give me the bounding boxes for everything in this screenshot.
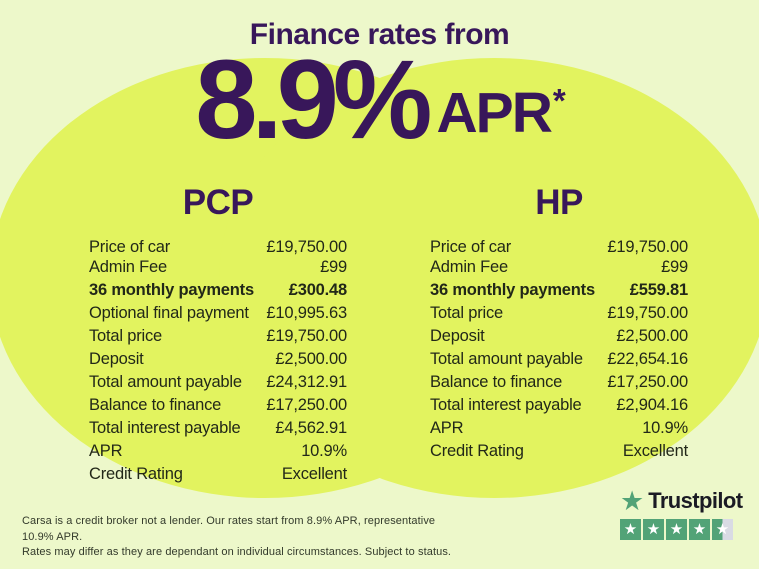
hp-rows: Price of car £19,750.00 Admin Fee £99 36 mon… [430,237,688,461]
row-value: Excellent [622,442,688,460]
row-value: Excellent [281,465,347,483]
row-value: £24,312.91 [266,373,347,391]
row-label: Price of car [430,238,512,256]
finance-row: Total price £19,750.00 [430,303,688,323]
row-label: APR [430,419,464,437]
disclaimer-line-2: Rates may differ as they are dependant o… [22,546,452,558]
row-label: 36 monthly payments [430,281,595,299]
rate-asterisk: * [552,82,566,120]
row-value: £19,750.00 [266,238,347,256]
trustpilot-badge[interactable]: ★ Trustpilot ★ ★ ★ ★ ★ [620,486,743,540]
row-label: Admin Fee [430,258,508,276]
row-value: £559.81 [629,281,688,299]
trustpilot-rating-stars: ★ ★ ★ ★ ★ [620,519,733,540]
finance-row: Total interest payable £2,904.16 [430,395,688,415]
finance-row: Credit Rating Excellent [89,464,347,484]
finance-row: Price of car £19,750.00 [89,237,347,257]
trustpilot-brand: Trustpilot [648,488,743,513]
finance-row: Admin Fee £99 [89,257,347,277]
row-value: £99 [320,258,347,276]
row-label: Admin Fee [89,258,167,276]
row-value: £19,750.00 [266,327,347,345]
finance-row: Total price £19,750.00 [89,326,347,346]
disclaimer-text: Carsa is a credit broker not a lender. O… [22,514,452,561]
row-value: 10.9% [642,419,688,437]
pcp-title: PCP [182,183,254,222]
row-value: £10,995.63 [266,304,347,322]
finance-row: Deposit £2,500.00 [89,349,347,369]
finance-row: APR 10.9% [89,441,347,461]
rating-star-full: ★ [620,519,641,540]
pcp-rows: Price of car £19,750.00 Admin Fee £99 36 mon… [89,237,347,484]
row-value: £99 [661,258,688,276]
rate-line: 8.9% APR* [0,37,759,174]
header: Finance rates from 8.9% APR* [0,0,759,174]
row-value: £300.48 [288,281,347,299]
row-label: Credit Rating [430,442,524,460]
row-value: £2,500.00 [616,327,688,345]
row-value: £19,750.00 [607,238,688,256]
row-label: Deposit [89,350,144,368]
row-value: £19,750.00 [607,304,688,322]
finance-row: Credit Rating Excellent [430,441,688,461]
rating-star-full: ★ [643,519,664,540]
rating-star-half: ★ [712,519,733,540]
rating-star-full: ★ [689,519,710,540]
row-label: Total amount payable [89,373,242,391]
hp-title: HP [535,183,583,222]
row-label: Optional final payment [89,304,249,322]
row-label: Total amount payable [430,350,583,368]
row-label: Balance to finance [89,396,222,414]
rate-unit: APR* [436,81,566,145]
row-label: Total price [430,304,504,322]
trustpilot-logo: ★ Trustpilot [620,486,743,516]
row-value: £17,250.00 [266,396,347,414]
rating-star-full: ★ [666,519,687,540]
row-label: Credit Rating [89,465,183,483]
row-label: 36 monthly payments [89,281,254,299]
rate-value: 8.9% [195,37,432,162]
disclaimer-line-1: Carsa is a credit broker not a lender. O… [22,515,436,543]
finance-row: Price of car £19,750.00 [430,237,688,257]
hp-column: HP Price of car £19,750.00 Admin Fee £99 36 … [430,185,688,461]
finance-row: Deposit £2,500.00 [430,326,688,346]
finance-row: Total interest payable £4,562.91 [89,418,347,438]
finance-row: APR 10.9% [430,418,688,438]
row-value: £2,904.16 [616,396,688,414]
finance-row: Optional final payment £10,995.63 [89,303,347,323]
row-value: £17,250.00 [607,373,688,391]
row-label: Total price [89,327,163,345]
finance-row: Admin Fee £99 [430,257,688,277]
background-blob-right [219,58,759,498]
finance-row: 36 monthly payments £559.81 [430,280,688,300]
row-value: £22,654.16 [607,350,688,368]
row-label: Price of car [89,238,171,256]
page-title: Finance rates from [249,18,510,51]
finance-row: Total amount payable £24,312.91 [89,372,347,392]
row-label: Balance to finance [430,373,563,391]
row-label: Total interest payable [430,396,582,414]
finance-row: Balance to finance £17,250.00 [89,395,347,415]
row-value: £2,500.00 [275,350,347,368]
trustpilot-star-icon: ★ [620,486,645,516]
row-label: Total interest payable [89,419,241,437]
finance-row: Balance to finance £17,250.00 [430,372,688,392]
row-value: 10.9% [301,442,347,460]
row-label: APR [89,442,123,460]
pcp-column: PCP Price of car £19,750.00 Admin Fee £99 36… [89,185,347,484]
row-label: Deposit [430,327,485,345]
row-value: £4,562.91 [275,419,347,437]
finance-row: 36 monthly payments £300.48 [89,280,347,300]
finance-row: Total amount payable £22,654.16 [430,349,688,369]
